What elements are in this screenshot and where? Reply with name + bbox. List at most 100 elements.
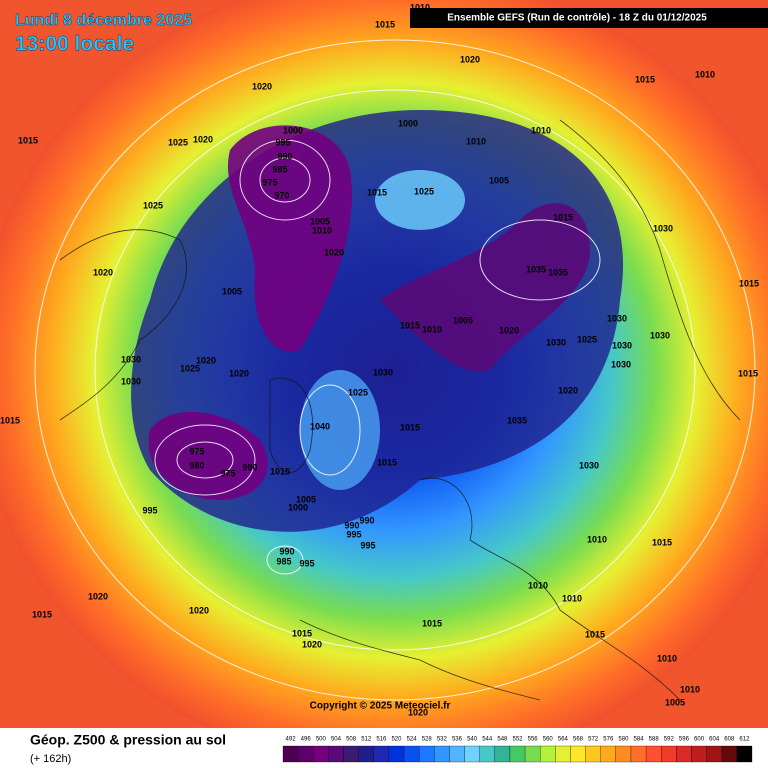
scale-swatch — [449, 745, 465, 763]
pressure-label: 1005 — [453, 315, 473, 325]
coastline — [299, 619, 541, 701]
scale-label: 568 — [573, 737, 584, 743]
scale-swatch — [419, 745, 435, 763]
scale-label: 492 — [286, 737, 297, 743]
scale-label: 588 — [649, 737, 660, 743]
pressure-label: 1010 — [410, 2, 430, 12]
scale-label: 556 — [528, 737, 539, 743]
scale-swatch — [328, 745, 344, 763]
scale-label: 600 — [694, 737, 705, 743]
coastline — [559, 119, 741, 421]
pressure-label: 1020 — [252, 81, 272, 91]
scale-swatch — [479, 745, 495, 763]
isobar — [479, 219, 601, 301]
scale-label: 532 — [437, 737, 448, 743]
pressure-label: 1010 — [528, 580, 548, 590]
pressure-label: 1015 — [367, 187, 387, 197]
pressure-label: 1035 — [507, 415, 527, 425]
pressure-label: 1010 — [657, 653, 677, 663]
scale-swatch — [313, 745, 329, 763]
forecast-time: 13:00 locale — [15, 33, 134, 56]
scale-label: 528 — [422, 737, 433, 743]
scale-swatch — [661, 745, 677, 763]
lead-time: (+ 162h) — [30, 753, 71, 765]
pressure-label: 1020 — [193, 134, 213, 144]
pressure-label: 1005 — [310, 216, 330, 226]
pressure-label: 1015 — [18, 135, 38, 145]
scale-swatch — [600, 745, 616, 763]
scale-swatch — [676, 745, 692, 763]
isobar — [176, 441, 234, 479]
pressure-labels: 1010 1015 1020 1015 1010 1020 1015 1025 1020 1000… — [0, 2, 759, 717]
isobar — [34, 39, 756, 701]
pressure-label: 1015 — [377, 457, 397, 467]
pressure-label: 990 — [277, 151, 292, 161]
pressure-label: 1000 — [283, 125, 303, 135]
pressure-label: 1015 — [400, 422, 420, 432]
pressure-label: 1015 — [738, 368, 758, 378]
pressure-label: 1020 — [558, 385, 578, 395]
copyright: Copyright © 2025 Meteociel.fr — [310, 701, 451, 712]
pressure-label: 995 — [142, 505, 157, 515]
pressure-label: 1015 — [0, 415, 20, 425]
pressure-label: 970 — [274, 190, 289, 200]
pressure-label: 1030 — [607, 313, 627, 323]
scale-label: 576 — [603, 737, 614, 743]
scale-label: 544 — [482, 737, 493, 743]
color-scale: 492 496 500 504 508 512 516 520 524 528 532 536 540 5… — [282, 737, 753, 763]
scale-swatch — [373, 745, 390, 763]
scale-swatch — [297, 745, 314, 763]
isobar — [239, 139, 331, 221]
pressure-label: 975 — [220, 468, 235, 478]
pressure-label: 1010 — [680, 684, 700, 694]
pressure-label: 1000 — [288, 502, 308, 512]
scale-swatch — [494, 745, 511, 763]
pressure-label: 990 — [279, 546, 294, 556]
scale-swatch — [358, 745, 374, 763]
pressure-label: 985 — [276, 556, 291, 566]
run-info: Ensemble GEFS (Run de contrôle) - 18 Z d… — [447, 13, 707, 24]
pressure-label: 995 — [299, 558, 314, 568]
high-core — [300, 370, 380, 490]
pressure-label: 1035 — [548, 267, 568, 277]
pressure-label: 1025 — [414, 186, 434, 196]
pressure-label: 1015 — [422, 618, 442, 628]
scale-swatch — [570, 745, 586, 763]
pressure-label: 1010 — [422, 324, 442, 334]
scale-label: 516 — [376, 737, 387, 743]
pressure-label: 1005 — [665, 697, 685, 707]
pressure-label: 1030 — [121, 354, 141, 364]
pressure-label: 1020 — [408, 707, 428, 717]
coastline — [419, 477, 681, 701]
pressure-label: 1005 — [222, 286, 242, 296]
scale-label: 596 — [679, 737, 690, 743]
pressure-label: 1020 — [229, 368, 249, 378]
pressure-label: 1020 — [88, 591, 108, 601]
scale-label: 580 — [618, 737, 629, 743]
scale-label: 608 — [724, 737, 735, 743]
pressure-label: 975 — [262, 177, 277, 187]
pressure-label: 975 — [189, 446, 204, 456]
pressure-label: 1030 — [650, 330, 670, 340]
pressure-label: 1025 — [577, 334, 597, 344]
pressure-label: 1030 — [546, 337, 566, 347]
pressure-label: 1020 — [324, 247, 344, 257]
scale-label: 564 — [558, 737, 569, 743]
pressure-label: 1015 — [585, 629, 605, 639]
scale-swatch — [645, 745, 662, 763]
isobar — [94, 89, 696, 651]
pressure-label: 1025 — [168, 137, 188, 147]
scale-label: 536 — [452, 737, 463, 743]
pressure-label: 1030 — [611, 359, 631, 369]
scale-label: 548 — [497, 737, 508, 743]
scale-swatch — [615, 745, 632, 763]
pressure-label: 995 — [275, 137, 290, 147]
isobar — [259, 157, 311, 203]
low-core — [227, 125, 352, 352]
scale-label: 604 — [709, 737, 720, 743]
scale-label: 508 — [346, 737, 357, 743]
pressure-label: 1030 — [121, 376, 141, 386]
pressure-label: 1020 — [460, 54, 480, 64]
pressure-label: 1010 — [466, 136, 486, 146]
scale-swatch — [691, 745, 707, 763]
